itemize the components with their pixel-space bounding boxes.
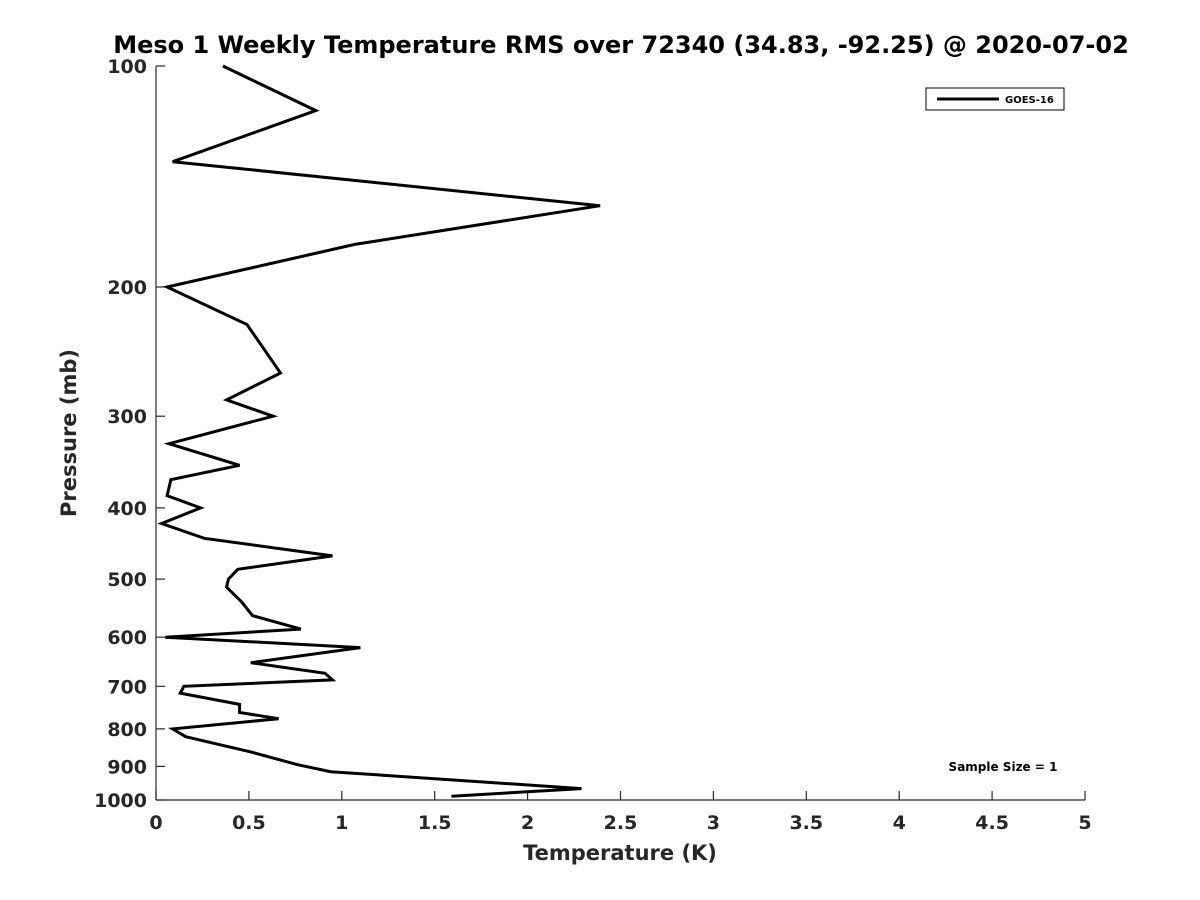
series-line-0 — [157, 64, 601, 798]
y-tick-label: 900 — [107, 756, 147, 778]
series-layer — [157, 64, 601, 798]
y-tick-label: 100 — [107, 56, 147, 78]
x-axis-label: Temperature (K) — [523, 841, 717, 865]
x-ticks: 0 0.5 1 1.5 2 2.5 3 3.5 4 4.5 5 — [149, 791, 1092, 834]
y-tick-label: 500 — [107, 569, 147, 591]
x-tick-label: 5 — [1078, 812, 1091, 834]
y-tick-label: 600 — [107, 627, 147, 649]
y-tick-label: 400 — [107, 498, 147, 520]
legend-label-goes16: GOES-16 — [1005, 95, 1054, 106]
x-tick-label: 1.5 — [418, 812, 452, 834]
y-ticks: 100 200 300 400 500 600 700 800 900 1000 — [94, 56, 165, 812]
y-tick-label: 700 — [107, 676, 147, 698]
x-tick-label: 4.5 — [975, 812, 1009, 834]
x-tick-label: 0.5 — [232, 812, 266, 834]
x-tick-label: 2 — [521, 812, 534, 834]
sample-size-annotation: Sample Size = 1 — [949, 760, 1058, 774]
y-tick-label: 200 — [107, 277, 147, 299]
y-tick-label: 800 — [107, 719, 147, 741]
y-tick-label: 1000 — [94, 790, 147, 812]
x-tick-label: 1 — [335, 812, 348, 834]
x-tick-label: 3.5 — [789, 812, 823, 834]
x-tick-label: 2.5 — [604, 812, 638, 834]
y-tick-label: 300 — [107, 406, 147, 428]
legend: GOES-16 — [925, 87, 1065, 111]
axes — [155, 66, 1085, 801]
x-tick-label: 3 — [707, 812, 720, 834]
x-tick-label: 0 — [149, 812, 162, 834]
x-tick-label: 4 — [893, 812, 906, 834]
y-axis-label: Pressure (mb) — [57, 349, 81, 517]
chart-title: Meso 1 Weekly Temperature RMS over 72340… — [113, 31, 1129, 59]
